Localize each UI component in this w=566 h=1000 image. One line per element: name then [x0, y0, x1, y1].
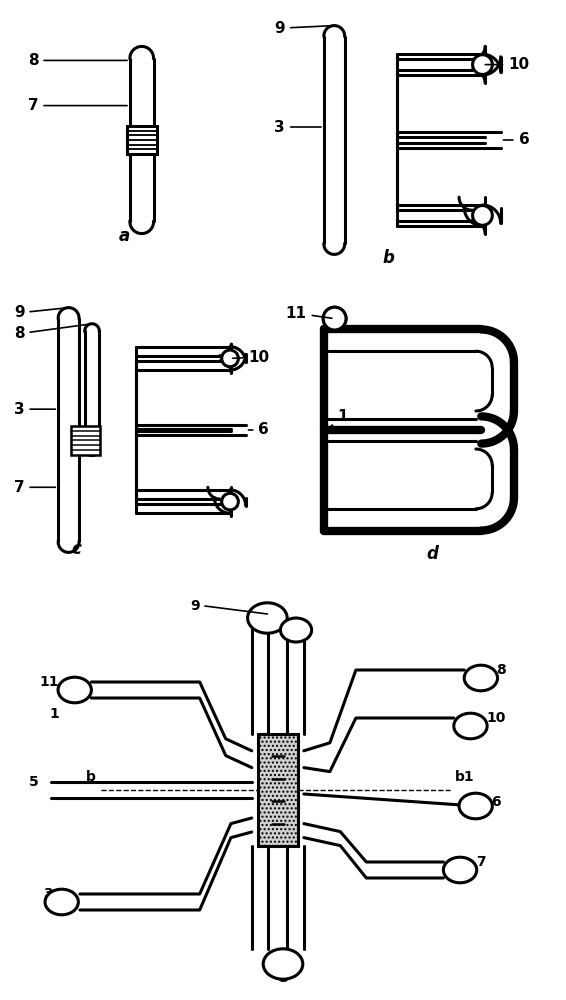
Text: 3: 3 — [14, 402, 55, 417]
Bar — [71, 426, 100, 455]
Circle shape — [443, 857, 477, 883]
Circle shape — [263, 949, 303, 979]
Circle shape — [222, 493, 238, 510]
Text: 10: 10 — [485, 57, 529, 72]
Circle shape — [454, 713, 487, 739]
Text: 7: 7 — [475, 855, 485, 869]
Text: b: b — [383, 249, 395, 267]
Text: 9: 9 — [275, 21, 332, 36]
Text: 9: 9 — [190, 599, 200, 613]
Text: 10: 10 — [233, 350, 269, 365]
Text: c: c — [71, 540, 82, 558]
Text: 5: 5 — [28, 775, 38, 789]
Text: 3: 3 — [275, 119, 321, 134]
Text: 7: 7 — [14, 480, 55, 495]
Text: 8: 8 — [28, 53, 127, 68]
Text: 1: 1 — [49, 707, 59, 721]
Text: a: a — [119, 227, 130, 245]
Circle shape — [45, 889, 78, 915]
Circle shape — [473, 206, 492, 225]
Circle shape — [58, 677, 91, 703]
Text: e: e — [277, 968, 289, 986]
Text: 6: 6 — [248, 422, 269, 438]
Circle shape — [464, 665, 498, 691]
Text: 9: 9 — [14, 305, 66, 320]
Text: 3: 3 — [44, 887, 53, 901]
Circle shape — [247, 603, 287, 633]
Text: d: d — [427, 545, 438, 563]
Circle shape — [222, 350, 238, 367]
Text: 11: 11 — [40, 675, 59, 689]
Text: 6: 6 — [491, 795, 501, 809]
Circle shape — [280, 618, 312, 642]
Text: 8: 8 — [14, 324, 89, 341]
Bar — [258, 734, 298, 846]
Text: 11: 11 — [286, 306, 332, 321]
Text: 8: 8 — [496, 663, 506, 677]
Text: 1: 1 — [329, 409, 348, 428]
Text: b: b — [85, 770, 96, 784]
Circle shape — [459, 793, 492, 819]
Text: 10: 10 — [486, 711, 505, 725]
Circle shape — [323, 307, 346, 330]
Text: 6: 6 — [503, 132, 529, 147]
Bar — [127, 126, 157, 154]
Circle shape — [473, 55, 492, 74]
Text: 7: 7 — [28, 98, 127, 113]
Text: b1: b1 — [455, 770, 474, 784]
